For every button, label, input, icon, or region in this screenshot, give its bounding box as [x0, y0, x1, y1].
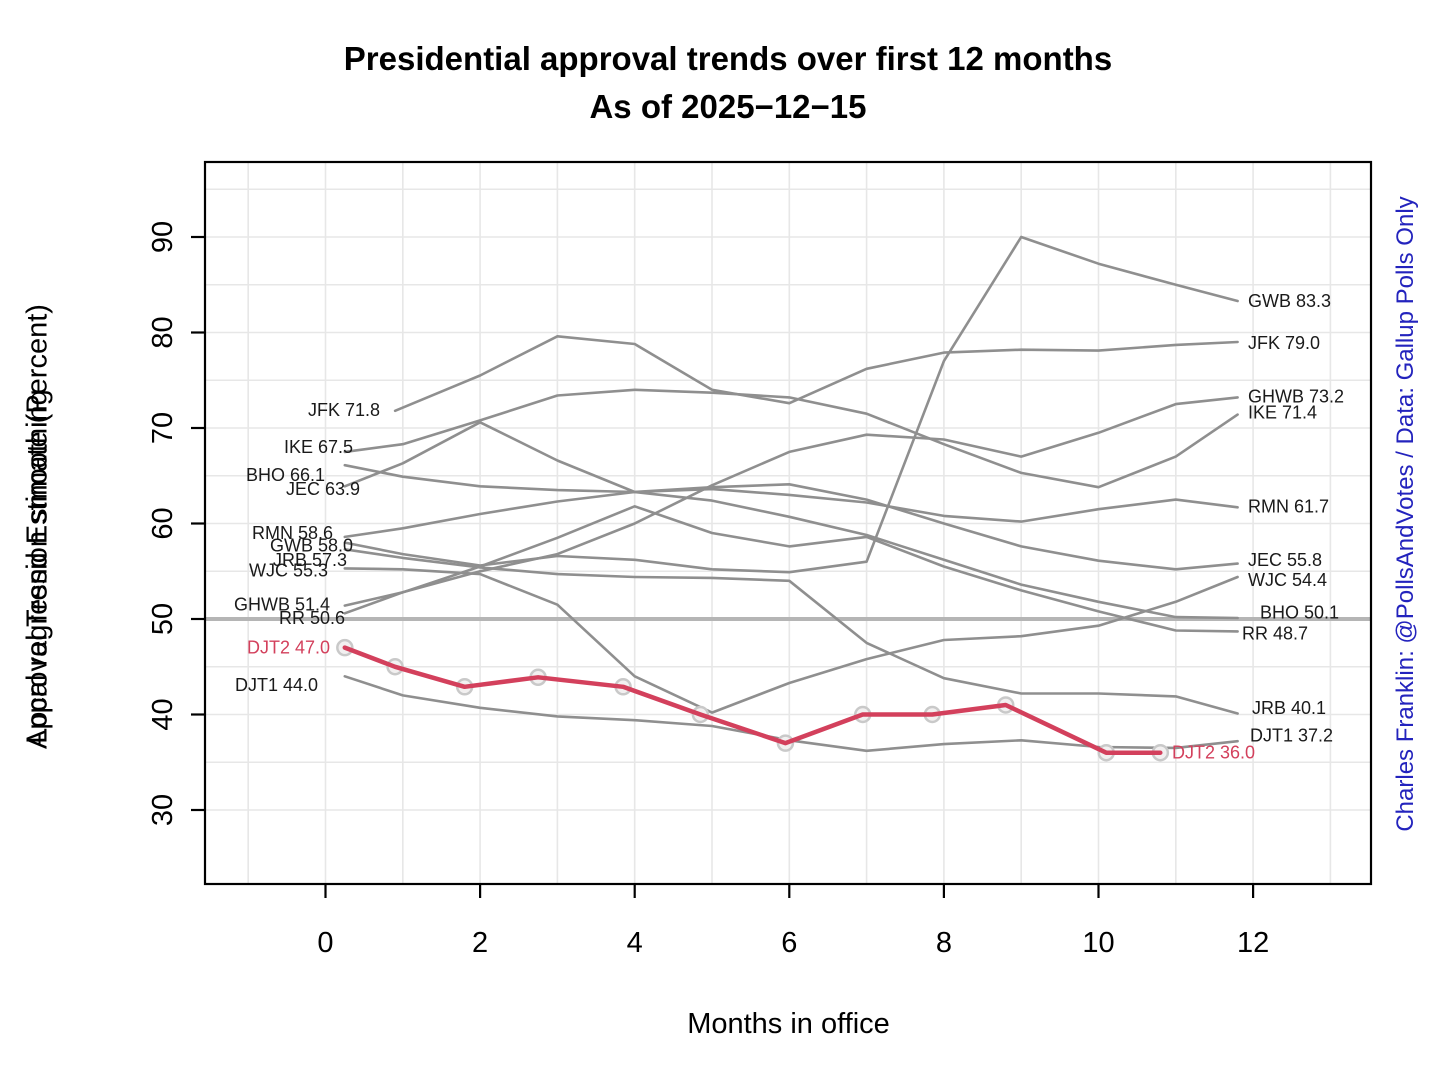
series-line-WJC [343, 567, 1239, 714]
series-end-label-WJC: WJC 54.4 [1248, 570, 1327, 590]
series-line-BHO [343, 463, 1239, 620]
y-tick-label: 70 [147, 412, 179, 444]
x-tick-label: 0 [317, 927, 333, 959]
series-end-label-JFK: JFK 79.0 [1248, 333, 1320, 353]
series-start-label-GHWB: GHWB 51.4 [234, 595, 330, 615]
x-tick-label: 4 [627, 927, 643, 959]
series-end-label-IKE: IKE 71.4 [1248, 403, 1317, 423]
series-end-label-DJT1: DJT1 37.2 [1250, 726, 1333, 746]
x-tick-label: 2 [472, 927, 488, 959]
series-end-label-GWB: GWB 83.3 [1248, 291, 1331, 311]
series-line-RMN [343, 487, 1239, 539]
series-line-RR [343, 505, 1239, 633]
series-line-IKE [343, 388, 1239, 489]
series-line-JRB [343, 548, 1239, 715]
series-start-label-DJT1: DJT1 44.0 [235, 675, 318, 695]
series-end-label-GHWB: GHWB 73.2 [1248, 386, 1344, 406]
y-tick-label: 50 [147, 603, 179, 635]
y-tick-label: 60 [147, 507, 179, 539]
x-tick-label: 8 [936, 927, 952, 959]
y-axis-title-line2: Local regression smoothing [21, 389, 54, 744]
series-start-label-JRB: JRB 57.3 [273, 550, 347, 570]
series-lines [336, 235, 1239, 762]
series-line-JEC [343, 421, 1239, 571]
gridlines [205, 162, 1371, 884]
series-end-label-JEC: JEC 55.8 [1248, 550, 1322, 570]
x-tick-label: 10 [1082, 927, 1114, 959]
x-tick-label: 6 [781, 927, 797, 959]
series-start-label-JFK: JFK 71.8 [308, 400, 380, 420]
series-end-label-RMN: RMN 61.7 [1248, 496, 1329, 516]
y-tick-label: 30 [147, 794, 179, 826]
axes: 0 2 4 6 8 10 12 30 40 50 60 70 80 90 [147, 221, 1269, 959]
series-line-GWB [343, 235, 1239, 574]
series-line-DJT2 [342, 645, 1163, 755]
x-axis-title: Months in office [687, 1008, 890, 1040]
series-end-label-RR: RR 48.7 [1242, 623, 1308, 643]
y-tick-label: 90 [147, 221, 179, 253]
series-line-JFK [393, 335, 1239, 413]
series-start-label-RR: RR 50.6 [279, 608, 345, 628]
x-tick-label: 12 [1237, 927, 1269, 959]
chart-title: Presidential approval trends over first … [343, 40, 1113, 77]
series-start-label-DJT2: DJT2 47.0 [247, 638, 330, 658]
series-start-label-JEC: JEC 63.9 [286, 479, 360, 499]
y-tick-label: 80 [147, 316, 179, 348]
y-tick-label: 40 [147, 698, 179, 730]
chart-subtitle: As of 2025−12−15 [589, 88, 867, 125]
series-end-label-BHO: BHO 50.1 [1260, 602, 1339, 622]
source-credit-watermark: Charles Franklin: @PollsAndVotes / Data:… [1392, 196, 1419, 832]
series-end-label-DJT2: DJT2 36.0 [1172, 743, 1255, 763]
series-line-GHWB [343, 396, 1239, 607]
series-end-label-JRB: JRB 40.1 [1252, 698, 1326, 718]
series-start-label-RMN: RMN 58.6 [252, 523, 333, 543]
series-start-label-GWB: GWB 58.0 [270, 535, 353, 555]
series-start-label-IKE: IKE 67.5 [284, 437, 353, 457]
series-start-label-BHO: BHO 66.1 [246, 465, 325, 485]
series-start-label-WJC: WJC 55.3 [249, 560, 328, 580]
series-labels: IKE 67.5 IKE 71.4 JFK 71.8 JFK 79.0 RMN 58.6… [234, 291, 1344, 763]
